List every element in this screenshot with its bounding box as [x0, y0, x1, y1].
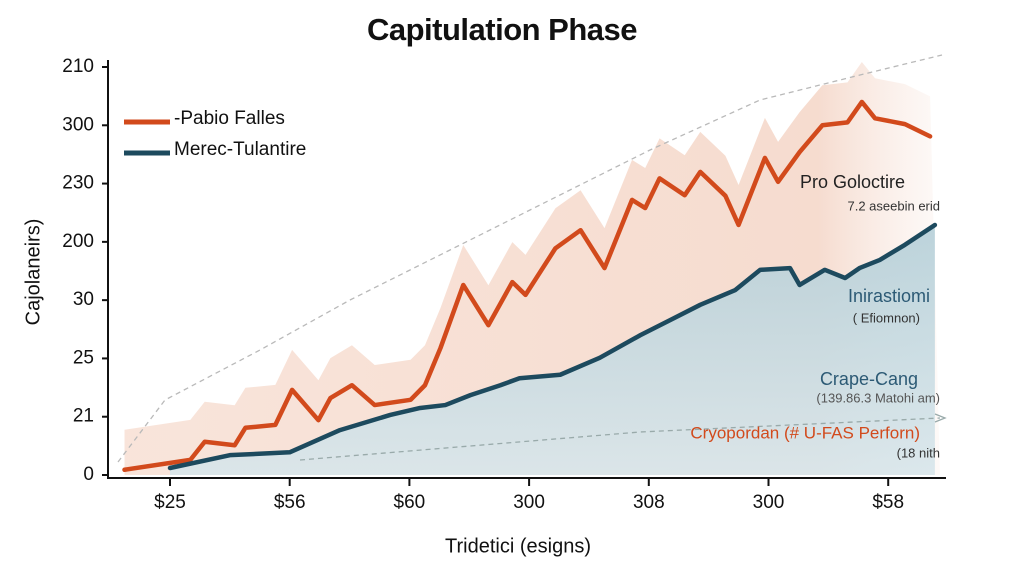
x-tick-label: 300 [753, 492, 785, 513]
x-tick-label: $25 [154, 492, 186, 513]
y-tick-label: 300 [62, 114, 94, 135]
annotation: Crape-Cang [820, 369, 918, 389]
areas [124, 61, 941, 475]
area [170, 224, 935, 475]
annotation: Inirastiomi [848, 286, 930, 306]
annotation: 7.2 aseebin erid [847, 198, 940, 213]
trend-line [117, 54, 943, 463]
annotation: Cryopordan (# U-FAS Perforn) [690, 423, 920, 442]
x-tick-label: $60 [394, 492, 426, 513]
x-tick-label: 308 [633, 492, 665, 513]
y-tick-label: 0 [83, 464, 94, 485]
y-tick-label: 200 [62, 231, 94, 252]
arrow-head [934, 413, 947, 423]
annotation: ( Efiomnon) [853, 310, 920, 325]
x-tick-label: $58 [872, 492, 904, 513]
y-tick-label: 25 [73, 347, 94, 368]
legend-label: Merec-Tulantire [174, 139, 306, 160]
y-tick-label: 230 [62, 173, 94, 194]
annotation: Pro Goloctire [800, 172, 905, 192]
x-axis-label: Tridetici (esigns) [445, 535, 591, 557]
x-tick-label: $56 [274, 492, 306, 513]
line [122, 99, 933, 473]
legend-label: -Pabio Falles [174, 108, 285, 129]
x-tick-label: 300 [513, 492, 545, 513]
y-axis-label: Cajolaneirs) [22, 219, 44, 326]
annotation: (139.86.3 Matohi am) [816, 390, 940, 405]
y-tick-label: 30 [73, 289, 94, 310]
y-tick-label: 210 [62, 56, 94, 77]
chart-title: Capitulation Phase [367, 12, 637, 47]
line [167, 222, 938, 471]
trend-line [299, 417, 941, 461]
annotation: (18 nith [897, 445, 940, 460]
y-tick-label: 21 [73, 406, 94, 427]
